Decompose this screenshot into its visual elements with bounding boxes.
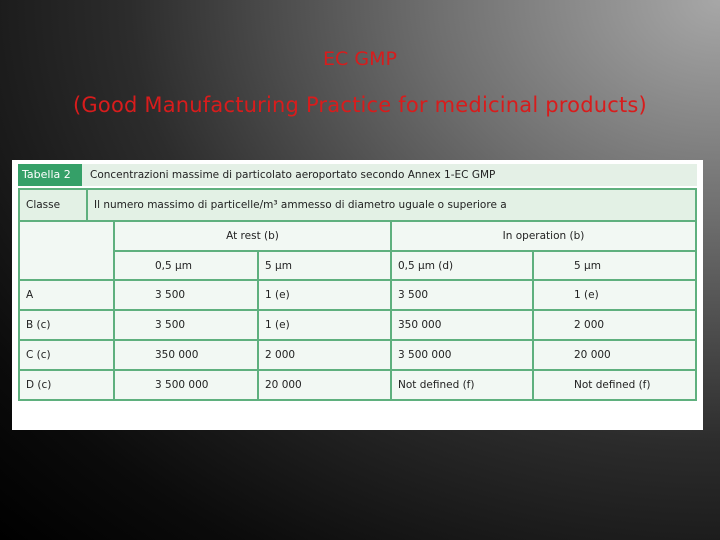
table-group-row: At rest (b) In operation (b) bbox=[18, 220, 697, 281]
table-cell: 1 (e) bbox=[532, 279, 697, 311]
in-operation-group-header: In operation (b) bbox=[390, 220, 697, 252]
table-cell: Not defined (f) bbox=[532, 369, 697, 401]
table-cell-class: A bbox=[18, 279, 115, 311]
subheader-at-rest-5: 5 µm bbox=[257, 250, 392, 281]
subheader-at-rest-0-5: 0,5 µm bbox=[113, 250, 259, 281]
table-caption-bar: Tabella 2 Concentrazioni massime di part… bbox=[18, 164, 697, 186]
table-description-header: Il numero massimo di particelle/m³ ammes… bbox=[86, 188, 697, 222]
table-caption: Concentrazioni massime di particolato ae… bbox=[82, 164, 697, 186]
table-cell: 2 000 bbox=[532, 309, 697, 341]
subheader-in-operation-5: 5 µm bbox=[532, 250, 697, 281]
table-cell: 350 000 bbox=[113, 339, 259, 371]
table-row-class-a: A 3 500 1 (e) 3 500 1 (e) bbox=[18, 279, 697, 311]
table-row-class-b: B (c) 3 500 1 (e) 350 000 2 000 bbox=[18, 309, 697, 341]
subheader-in-operation-0-5: 0,5 µm (d) bbox=[390, 250, 534, 281]
empty-header-cell bbox=[18, 220, 115, 281]
table-header-row: Classe Il numero massimo di particelle/m… bbox=[18, 188, 697, 222]
table-cell-class: C (c) bbox=[18, 339, 115, 371]
slide-subtitle: (Good Manufacturing Practice for medicin… bbox=[73, 93, 647, 117]
class-column-header: Classe bbox=[18, 188, 88, 222]
table-cell: 350 000 bbox=[390, 309, 534, 341]
table-cell: 3 500 bbox=[390, 279, 534, 311]
gmp-table-figure: Tabella 2 Concentrazioni massime di part… bbox=[12, 160, 703, 430]
table-cell: 1 (e) bbox=[257, 279, 392, 311]
table-cell-class: D (c) bbox=[18, 369, 115, 401]
particle-limits-table: Classe Il numero massimo di particelle/m… bbox=[18, 188, 697, 401]
table-cell: 1 (e) bbox=[257, 309, 392, 341]
table-cell: 3 500 000 bbox=[113, 369, 259, 401]
table-cell: 20 000 bbox=[532, 339, 697, 371]
table-cell: 3 500 bbox=[113, 279, 259, 311]
at-rest-group-header: At rest (b) bbox=[113, 220, 392, 252]
table-cell: Not defined (f) bbox=[390, 369, 534, 401]
table-row-class-d: D (c) 3 500 000 20 000 Not defined (f) N… bbox=[18, 369, 697, 401]
table-caption-tag: Tabella 2 bbox=[22, 168, 71, 181]
table-row-class-c: C (c) 350 000 2 000 3 500 000 20 000 bbox=[18, 339, 697, 371]
table-cell: 3 500 bbox=[113, 309, 259, 341]
table-cell: 2 000 bbox=[257, 339, 392, 371]
table-cell-class: B (c) bbox=[18, 309, 115, 341]
table-cell: 3 500 000 bbox=[390, 339, 534, 371]
table-cell: 20 000 bbox=[257, 369, 392, 401]
slide-title: EC GMP bbox=[323, 48, 397, 70]
table-subheader-row: 0,5 µm 5 µm 0,5 µm (d) 5 µm bbox=[19, 250, 697, 281]
